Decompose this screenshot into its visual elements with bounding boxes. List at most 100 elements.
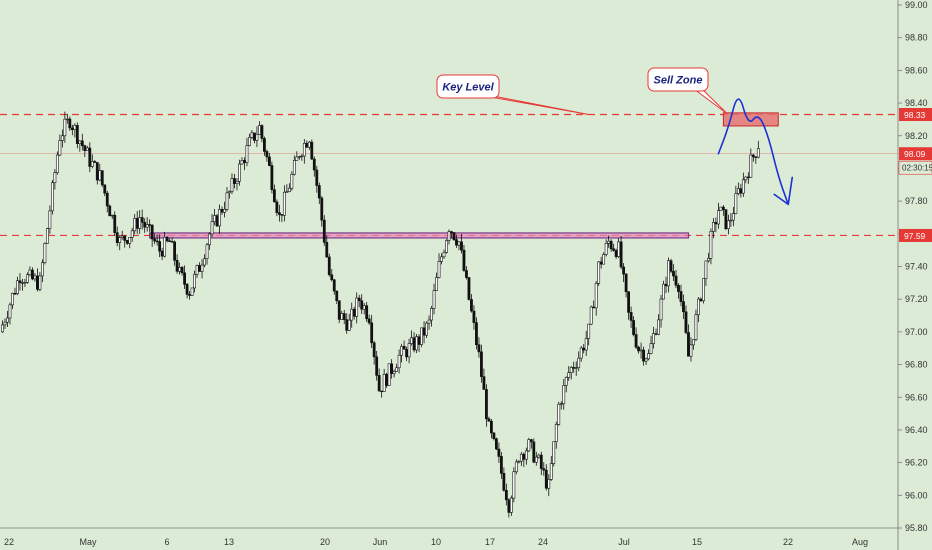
sell-zone-box[interactable] <box>722 112 779 127</box>
candle <box>672 264 675 281</box>
candle <box>400 343 404 363</box>
candle-body-up <box>60 135 64 141</box>
candle-body-up <box>577 357 581 368</box>
candle-body-down <box>499 456 503 474</box>
candle-body-down <box>75 125 79 144</box>
annotation-callout[interactable]: Key Level <box>436 74 589 115</box>
candle-body-up <box>178 267 182 272</box>
candle <box>662 280 665 300</box>
candle-body-up <box>218 209 221 227</box>
candle-body-up <box>297 156 301 158</box>
candle-body-up <box>55 154 59 173</box>
candle-body-up <box>716 210 720 225</box>
candle <box>547 474 551 497</box>
candle <box>275 199 279 217</box>
projection-line[interactable] <box>717 98 790 206</box>
candle-body-down <box>168 240 172 242</box>
price-badge-label: 97.59 <box>904 231 926 241</box>
candle <box>542 462 546 476</box>
candle-body-down <box>462 249 466 271</box>
candle <box>377 368 381 392</box>
candle <box>647 349 650 361</box>
support-band[interactable] <box>149 232 690 239</box>
y-axis[interactable]: 95.80 96.00 96.20 96.40 96.60 96.80 97.00 97.20… <box>897 0 932 550</box>
candle-body-up <box>579 347 583 359</box>
x-tick-label: 22 <box>783 537 793 547</box>
candle <box>272 184 276 203</box>
candle <box>499 452 503 479</box>
candle <box>335 290 339 304</box>
candle-body-up <box>712 222 715 232</box>
y-tick-label: 96.40 <box>905 425 928 435</box>
candle-body-down <box>18 280 22 284</box>
price-level-badge: 98.09 <box>899 147 932 161</box>
candle <box>734 185 738 215</box>
candle <box>317 182 321 205</box>
y-tick-label: 95.80 <box>905 523 928 533</box>
candle-body-up <box>90 161 94 167</box>
candle-body-down <box>502 473 506 491</box>
candle-body-down <box>233 178 236 184</box>
candle-body-up <box>58 140 62 156</box>
candle-body-up <box>145 224 149 228</box>
candle-body-up <box>731 213 735 221</box>
x-axis[interactable]: 22 May 6 13 20 Jun 10 17 24 Jul 15 22 Aug <box>0 527 898 547</box>
candle <box>465 266 468 280</box>
candle-body-up <box>527 439 531 452</box>
candle <box>387 363 391 386</box>
candle-body-down <box>365 305 369 320</box>
candle <box>80 133 84 151</box>
candle-body-up <box>425 322 428 336</box>
candle-body-down <box>497 448 501 457</box>
candle-body-up <box>133 218 137 232</box>
candle-body-up <box>537 454 541 458</box>
candle-body-up <box>517 460 521 463</box>
candle <box>627 291 631 320</box>
candle <box>604 239 608 257</box>
candle-body-up <box>400 345 404 356</box>
candle <box>230 173 234 195</box>
candle <box>287 183 291 193</box>
candle <box>460 234 463 254</box>
candle-body-up <box>559 403 563 405</box>
candle-body-down <box>714 222 718 225</box>
candle <box>55 151 59 175</box>
candle-body-down <box>385 373 389 386</box>
candle <box>729 212 733 227</box>
candle-body-down <box>140 217 144 223</box>
candle-body-up <box>195 265 199 275</box>
candle-body-down <box>642 349 645 362</box>
candle-body-up <box>235 181 239 184</box>
candle-body-down <box>260 125 264 139</box>
candle-body-down <box>599 261 603 265</box>
candle <box>315 165 319 193</box>
candle-body-up <box>295 156 299 161</box>
candle-body-up <box>230 178 234 192</box>
candle-body-down <box>103 184 107 194</box>
candle <box>502 467 506 492</box>
candle <box>524 447 528 465</box>
candle-body-up <box>534 456 538 463</box>
candle-body-down <box>402 345 406 350</box>
candle-body-down <box>70 127 74 130</box>
candle <box>248 133 251 147</box>
y-tick-label: 96.80 <box>905 360 928 370</box>
candle-body-up <box>255 134 259 141</box>
candle-body-up <box>741 179 745 194</box>
annotation-callout[interactable]: Sell Zone <box>647 67 728 115</box>
candle-body-up <box>512 471 516 499</box>
candle-body-down <box>170 241 174 243</box>
candle-body-down <box>417 336 421 345</box>
candle-body-down <box>664 283 668 287</box>
candle <box>432 283 436 315</box>
candle-body-down <box>36 275 39 290</box>
candle <box>427 315 431 330</box>
candle-body-down <box>494 438 498 450</box>
candle-body-up <box>50 182 54 212</box>
candle-body-down <box>173 241 177 261</box>
candle-body-down <box>572 367 576 369</box>
candle-body-down <box>609 240 613 250</box>
candle-body-down <box>405 349 408 358</box>
candle <box>193 270 196 293</box>
